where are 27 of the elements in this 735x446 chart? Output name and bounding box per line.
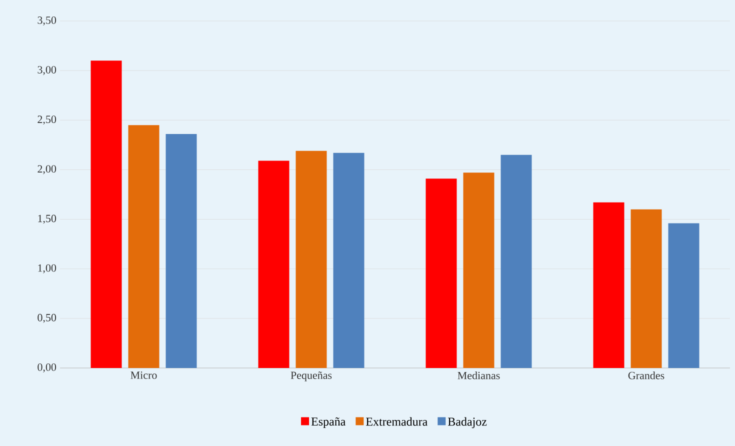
y-tick-label: 3,50 (38, 16, 56, 26)
y-tick-label: 3,00 (38, 66, 56, 76)
legend-label: España (311, 417, 346, 428)
bar (426, 178, 457, 368)
y-tick-label: 2,00 (38, 165, 56, 174)
legend-label: Extremadura (366, 417, 428, 426)
x-tick-label: Micro (130, 372, 157, 379)
y-tick-label: 1,50 (38, 214, 56, 224)
bar (166, 134, 197, 368)
y-tick-label: 1,00 (38, 264, 56, 274)
bar (630, 209, 662, 368)
bar (463, 172, 494, 368)
y-tick-label: 0,00 (38, 363, 56, 372)
bar (128, 125, 160, 368)
bar (90, 60, 122, 368)
bar (333, 152, 364, 368)
y-tick-label: 0,50 (38, 314, 56, 323)
bar (258, 160, 290, 368)
bar (593, 202, 624, 368)
x-tick-label: Grandes (628, 372, 664, 380)
x-tick-label: Pequeñas (290, 372, 332, 382)
bar (500, 154, 532, 368)
x-tick-label: Medianas (458, 372, 500, 380)
bar (668, 223, 700, 368)
bar (296, 150, 327, 368)
legend-label: Badajoz (448, 417, 487, 428)
y-tick-label: 2,50 (38, 116, 56, 125)
